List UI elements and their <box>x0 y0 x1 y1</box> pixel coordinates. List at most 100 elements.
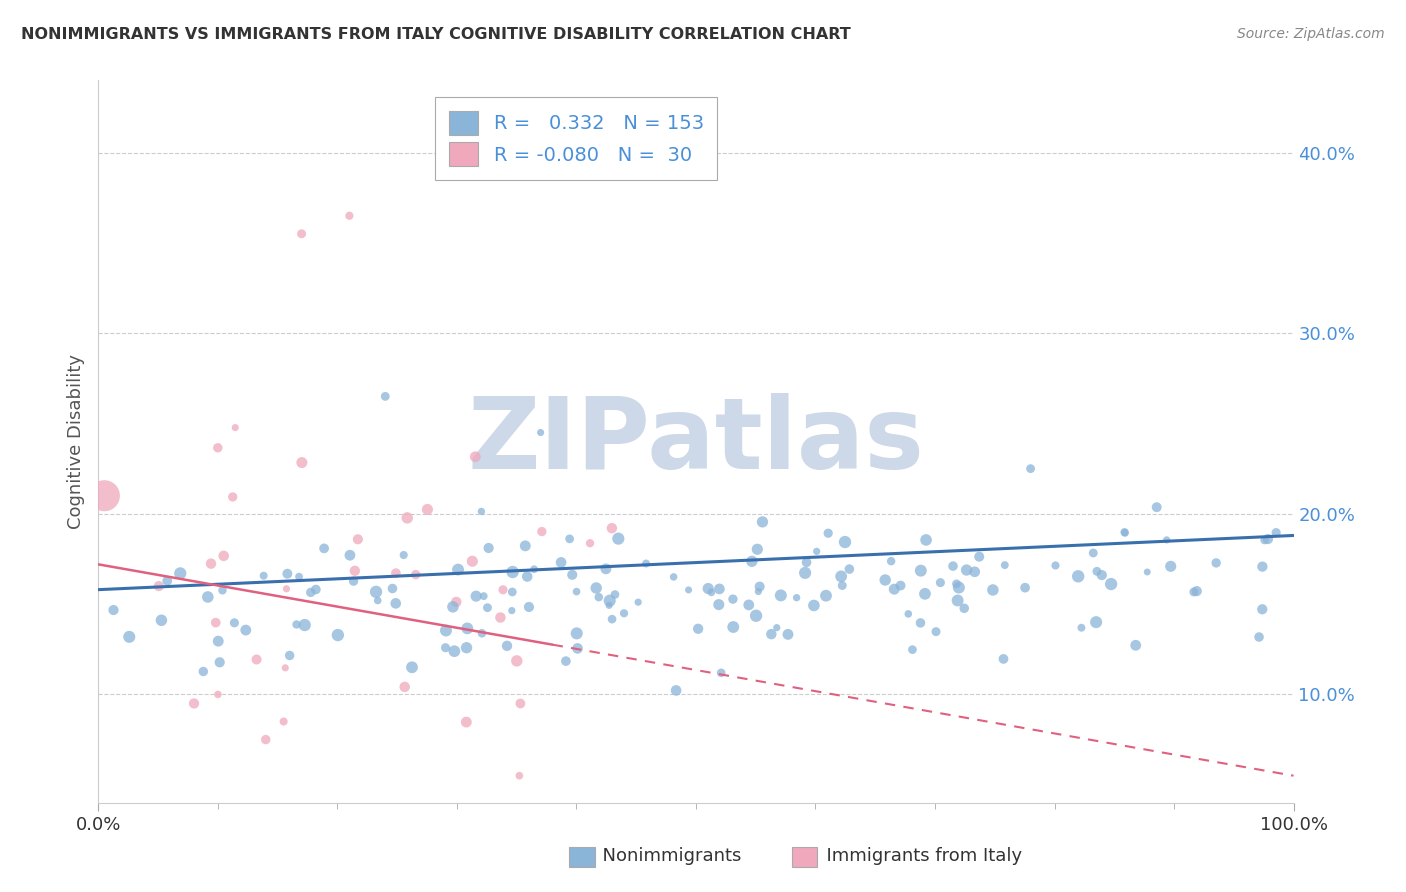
Point <box>441 599 464 614</box>
Point <box>326 628 349 642</box>
Point <box>278 648 301 663</box>
Point <box>1253 533 1275 547</box>
Point <box>1085 565 1108 579</box>
Point <box>207 634 229 648</box>
Point <box>700 585 723 599</box>
Point <box>925 624 948 639</box>
Point <box>461 554 484 568</box>
Point <box>710 665 733 680</box>
Text: ZIPatlas: ZIPatlas <box>468 393 924 490</box>
Point <box>103 603 125 617</box>
Point <box>212 549 235 563</box>
Point <box>342 574 364 589</box>
Point <box>501 604 523 618</box>
Point <box>224 615 246 630</box>
Point <box>291 456 314 470</box>
Point <box>93 489 115 503</box>
Point <box>613 607 636 621</box>
Point <box>890 578 912 592</box>
Point <box>235 623 257 637</box>
Point <box>385 566 408 581</box>
Point <box>914 587 936 601</box>
Point <box>492 582 515 597</box>
Point <box>558 532 581 546</box>
Point <box>530 524 553 539</box>
Point <box>401 660 423 674</box>
Point <box>200 557 222 571</box>
Text: Source: ZipAtlas.com: Source: ZipAtlas.com <box>1237 27 1385 41</box>
Point <box>901 642 924 657</box>
Point <box>585 581 607 595</box>
Point <box>339 548 361 562</box>
Point <box>156 574 179 588</box>
Point <box>1114 525 1136 540</box>
Point <box>1247 630 1270 644</box>
Point <box>434 640 457 655</box>
Point <box>595 562 617 576</box>
Point <box>946 593 969 607</box>
Point <box>955 563 977 577</box>
Point <box>910 615 932 630</box>
Point <box>523 562 546 576</box>
Point <box>1070 621 1092 635</box>
Point <box>796 555 818 569</box>
Point <box>285 617 308 632</box>
Point <box>456 640 478 655</box>
Point <box>193 665 215 679</box>
Y-axis label: Cognitive Disability: Cognitive Disability <box>66 354 84 529</box>
Point <box>761 627 783 641</box>
Point <box>665 683 688 698</box>
Point <box>347 533 370 547</box>
Point <box>565 626 588 640</box>
Point <box>299 585 322 599</box>
Point <box>748 580 770 594</box>
Point <box>416 502 439 516</box>
Point <box>765 621 787 635</box>
Point <box>994 558 1017 573</box>
Point <box>291 227 314 241</box>
Point <box>224 420 246 434</box>
Point <box>294 618 316 632</box>
Point <box>364 584 387 599</box>
Point <box>598 599 620 613</box>
Point <box>456 621 478 635</box>
Point <box>517 599 540 614</box>
Point <box>1014 581 1036 595</box>
Point <box>1265 525 1288 540</box>
Point <box>794 566 817 580</box>
Point <box>530 425 553 440</box>
Point <box>384 596 406 610</box>
Point <box>470 504 492 518</box>
Point <box>721 592 744 607</box>
Point <box>600 612 623 626</box>
Text: Nonimmigrants: Nonimmigrants <box>591 847 741 865</box>
Point <box>478 541 501 555</box>
Point <box>963 565 986 579</box>
Point <box>747 584 769 599</box>
Point <box>169 566 191 581</box>
Point <box>636 557 658 571</box>
Point <box>786 591 808 605</box>
Point <box>288 569 311 583</box>
Point <box>314 541 336 556</box>
Point <box>405 567 427 582</box>
Point <box>897 607 920 621</box>
Point <box>561 567 583 582</box>
Point <box>769 588 792 602</box>
Point <box>817 526 839 541</box>
Point <box>245 652 267 666</box>
Point <box>516 569 538 583</box>
Point <box>1085 615 1108 629</box>
Point <box>506 654 529 668</box>
Point <box>942 559 965 574</box>
Point <box>515 539 537 553</box>
Point <box>600 521 623 535</box>
Point <box>1067 569 1090 583</box>
Point <box>508 769 530 783</box>
Point <box>443 644 465 658</box>
Point <box>496 639 519 653</box>
Point <box>603 587 626 601</box>
Point <box>550 555 572 569</box>
Point <box>678 582 700 597</box>
Point <box>709 582 731 596</box>
